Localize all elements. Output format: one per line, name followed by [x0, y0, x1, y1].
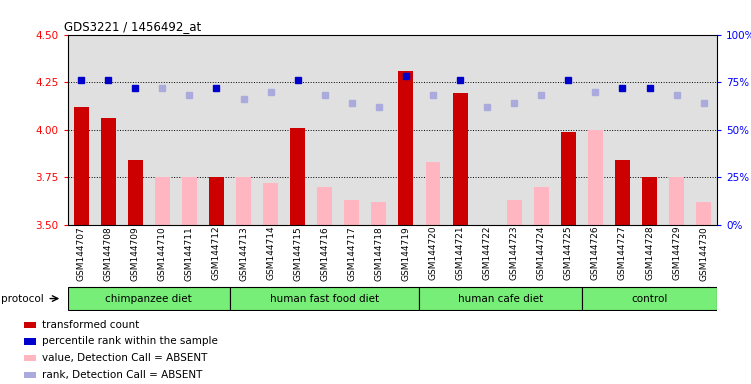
- Bar: [263, 183, 278, 225]
- Text: GSM144711: GSM144711: [185, 226, 194, 281]
- Bar: [209, 177, 224, 225]
- Bar: [236, 177, 251, 225]
- Text: GSM144710: GSM144710: [158, 226, 167, 281]
- Text: GSM144724: GSM144724: [537, 226, 546, 280]
- Text: GSM144719: GSM144719: [402, 226, 411, 281]
- Text: GSM144722: GSM144722: [483, 226, 492, 280]
- Text: percentile rank within the sample: percentile rank within the sample: [42, 336, 218, 346]
- Text: GSM144721: GSM144721: [456, 226, 465, 280]
- Bar: [345, 200, 359, 225]
- Text: chimpanzee diet: chimpanzee diet: [105, 293, 192, 304]
- Text: GSM144709: GSM144709: [131, 226, 140, 281]
- Text: protocol: protocol: [2, 293, 44, 304]
- Bar: [155, 177, 170, 225]
- Text: GSM144725: GSM144725: [564, 226, 573, 280]
- Text: GSM144716: GSM144716: [320, 226, 329, 281]
- Bar: [182, 177, 197, 225]
- Text: GSM144712: GSM144712: [212, 226, 221, 280]
- Bar: [68, 287, 230, 310]
- Bar: [453, 93, 468, 225]
- Bar: [582, 287, 717, 310]
- Bar: [23, 322, 37, 328]
- Bar: [399, 71, 413, 225]
- Bar: [128, 160, 143, 225]
- Bar: [230, 287, 420, 310]
- Bar: [534, 187, 549, 225]
- Text: GSM144729: GSM144729: [672, 226, 681, 280]
- Bar: [420, 287, 582, 310]
- Bar: [74, 107, 89, 225]
- Bar: [23, 354, 37, 361]
- Text: GSM144715: GSM144715: [293, 226, 302, 281]
- Bar: [372, 202, 386, 225]
- Text: value, Detection Call = ABSENT: value, Detection Call = ABSENT: [42, 353, 207, 363]
- Text: human cafe diet: human cafe diet: [458, 293, 543, 304]
- Text: GSM144707: GSM144707: [77, 226, 86, 281]
- Bar: [669, 177, 684, 225]
- Text: GSM144720: GSM144720: [429, 226, 438, 280]
- Bar: [101, 118, 116, 225]
- Bar: [507, 200, 522, 225]
- Text: control: control: [632, 293, 668, 304]
- Bar: [561, 131, 576, 225]
- Text: GSM144714: GSM144714: [266, 226, 275, 280]
- Text: GSM144730: GSM144730: [699, 226, 708, 281]
- Text: GSM144727: GSM144727: [618, 226, 627, 280]
- Text: GSM144713: GSM144713: [239, 226, 248, 281]
- Text: GSM144723: GSM144723: [510, 226, 519, 280]
- Bar: [588, 130, 603, 225]
- Text: GDS3221 / 1456492_at: GDS3221 / 1456492_at: [65, 20, 201, 33]
- Text: GSM144728: GSM144728: [645, 226, 654, 280]
- Text: GSM144708: GSM144708: [104, 226, 113, 281]
- Bar: [23, 372, 37, 378]
- Text: rank, Detection Call = ABSENT: rank, Detection Call = ABSENT: [42, 370, 203, 380]
- Text: GSM144718: GSM144718: [374, 226, 383, 281]
- Bar: [23, 338, 37, 344]
- Bar: [317, 187, 332, 225]
- Text: human fast food diet: human fast food diet: [270, 293, 379, 304]
- Text: GSM144726: GSM144726: [591, 226, 600, 280]
- Bar: [615, 160, 630, 225]
- Text: GSM144717: GSM144717: [347, 226, 356, 281]
- Bar: [642, 177, 657, 225]
- Bar: [290, 128, 305, 225]
- Bar: [426, 162, 440, 225]
- Bar: [696, 202, 711, 225]
- Text: transformed count: transformed count: [42, 320, 140, 330]
